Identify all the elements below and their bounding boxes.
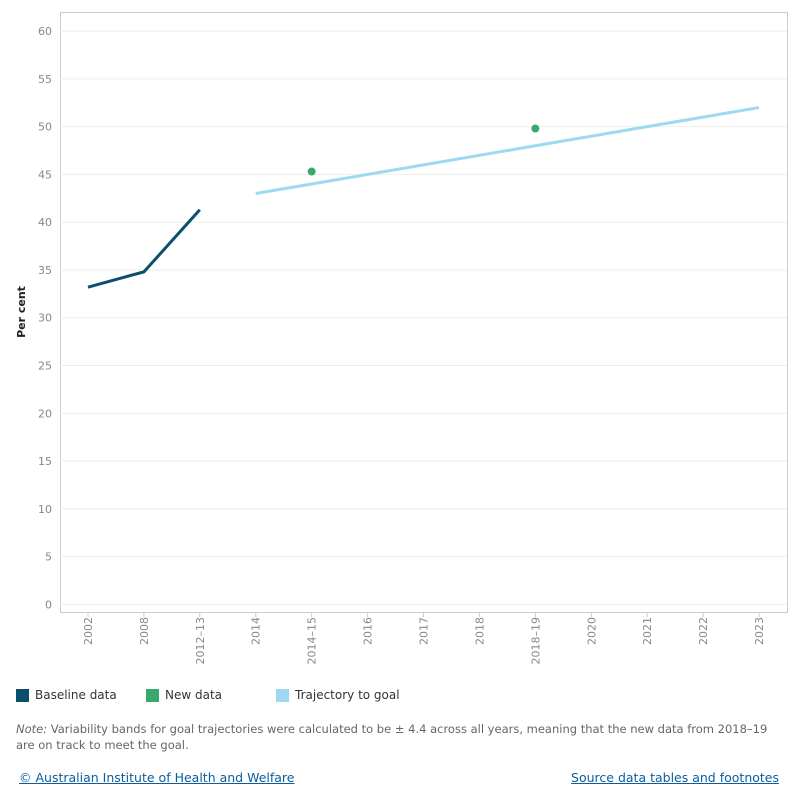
legend-item: Trajectory to goal [276, 688, 400, 702]
y-tick-label: 40 [38, 216, 52, 229]
legend-label: Baseline data [35, 688, 117, 702]
x-tick-label: 2022 [697, 617, 710, 645]
x-tick-label: 2023 [753, 617, 766, 645]
series-line [87, 208, 201, 289]
legend-swatch [276, 688, 289, 702]
y-tick-label: 50 [38, 121, 52, 134]
x-tick-label: 2017 [418, 617, 431, 645]
y-tick-label: 20 [38, 407, 52, 420]
x-tick-label: 2018–19 [529, 617, 542, 665]
legend-item: Baseline data [16, 688, 117, 702]
y-axis-label: Per cent [15, 286, 28, 338]
y-tick-label: 5 [45, 551, 52, 564]
series-line [255, 106, 760, 196]
x-tick-label: 2016 [362, 617, 375, 645]
legend-label: New data [165, 688, 223, 702]
source-link[interactable]: Source data tables and footnotes [571, 770, 779, 785]
legend-label: Trajectory to goal [295, 688, 400, 702]
y-tick-label: 15 [38, 455, 52, 468]
y-tick-label: 0 [45, 598, 52, 611]
y-tick-label: 30 [38, 312, 52, 325]
plot-frame [60, 12, 788, 613]
y-tick-label: 35 [38, 264, 52, 277]
x-tick-label: 2020 [585, 617, 598, 645]
y-tick-label: 25 [38, 360, 52, 373]
x-tick-label: 2014 [250, 617, 263, 645]
chart: Per cent 0 5 10 15 20 25 30 35 40 45 50 55 60 2002 200… [15, 12, 788, 665]
y-tick-label: 45 [38, 168, 52, 181]
x-tick-label: 2008 [138, 617, 151, 645]
legend: Baseline data New data Trajectory to goal [16, 688, 796, 708]
legend-item: New data [146, 688, 222, 702]
x-tick-label: 2021 [641, 617, 654, 645]
note-text: Variability bands for goal trajectories … [16, 722, 768, 752]
x-tick-label: 2014–15 [306, 617, 319, 665]
data-point [531, 124, 540, 133]
x-tick-label: 2012–13 [194, 617, 207, 665]
copyright-link[interactable]: © Australian Institute of Health and Wel… [19, 770, 295, 785]
data-point [307, 167, 316, 176]
note: Note: Variability bands for goal traject… [16, 721, 786, 753]
x-tick-label: 2018 [473, 617, 486, 645]
note-label: Note: [16, 722, 48, 736]
y-tick-label: 55 [38, 73, 52, 86]
legend-swatch [16, 688, 29, 702]
footer: © Australian Institute of Health and Wel… [19, 770, 779, 785]
legend-swatch [146, 688, 159, 702]
x-tick-label: 2002 [82, 617, 95, 645]
y-tick-label: 10 [38, 503, 52, 516]
y-tick-label: 60 [38, 25, 52, 38]
